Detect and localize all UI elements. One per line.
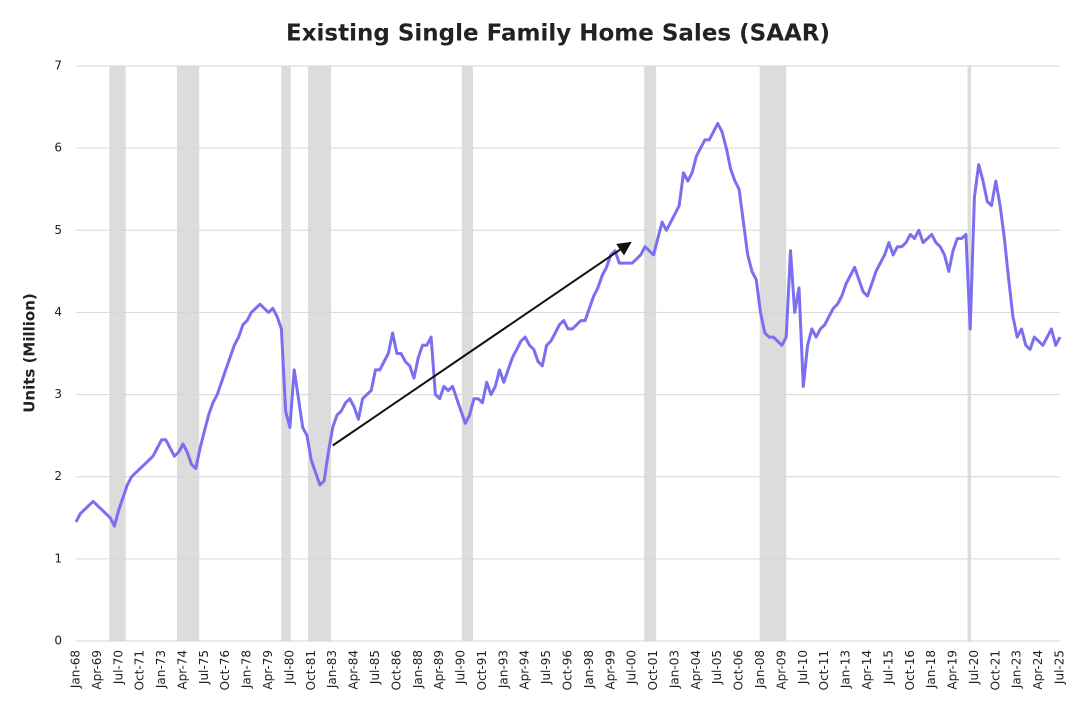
x-tick-label: Oct-96: [561, 650, 575, 690]
x-tick-label: Apr-14: [860, 650, 874, 690]
x-tick-label: Jul-85: [368, 650, 382, 685]
x-tick-label: Jul-20: [967, 650, 981, 685]
y-tick-label: 6: [54, 141, 62, 155]
x-tick-label: Jul-15: [881, 650, 895, 685]
x-tick-label: Apr-09: [774, 650, 788, 690]
x-tick-label: Oct-21: [988, 650, 1002, 690]
x-tick-label: Jan-78: [240, 650, 254, 689]
x-tick-label: Jan-73: [154, 650, 168, 689]
x-tick-label: Oct-01: [646, 650, 660, 690]
recession-band: [281, 66, 291, 641]
x-tick-label: Oct-71: [133, 650, 147, 690]
x-tick-label: Oct-91: [475, 650, 489, 690]
x-tick-label: Jan-98: [582, 650, 596, 689]
x-tick-label: Apr-84: [347, 650, 361, 690]
x-tick-label: Jul-70: [111, 650, 125, 685]
recession-band: [644, 66, 657, 641]
y-tick-label: 2: [54, 469, 62, 483]
recession-band: [967, 66, 972, 641]
x-tick-label: Jul-25: [1053, 650, 1067, 685]
x-tick-label: Oct-81: [304, 650, 318, 690]
x-tick-label: Jul-00: [625, 650, 639, 685]
x-tick-label: Jan-23: [1010, 650, 1024, 689]
x-tick-label: Jan-18: [924, 650, 938, 689]
x-tick-label: Apr-89: [432, 650, 446, 690]
x-tick-label: Jul-10: [796, 650, 810, 685]
x-tick-label: Apr-69: [90, 650, 104, 690]
recession-band: [307, 66, 331, 641]
x-tick-label: Apr-99: [603, 650, 617, 690]
y-tick-label: 3: [54, 387, 62, 401]
x-tick-label: Apr-79: [261, 650, 275, 690]
x-tick-label: Jan-68: [69, 650, 83, 689]
y-tick-label: 0: [54, 634, 62, 648]
y-tick-label: 5: [54, 223, 62, 237]
x-tick-label: Oct-11: [817, 650, 831, 690]
x-tick-label: Jul-95: [539, 650, 553, 685]
x-tick-label: Apr-74: [175, 650, 189, 690]
x-tick-label: Oct-16: [903, 650, 917, 690]
x-tick-label: Apr-94: [518, 650, 532, 690]
line: [74, 122, 1062, 528]
x-tick-label: Apr-04: [689, 650, 703, 690]
x-tick-label: Jan-88: [411, 650, 425, 689]
x-tick-label: Apr-24: [1031, 650, 1045, 690]
x-tick-label: Jul-90: [454, 650, 468, 685]
x-tick-label: Jan-93: [496, 650, 510, 689]
x-tick-label: Jul-75: [197, 650, 211, 685]
x-tick-label: Oct-76: [218, 650, 232, 690]
recession-band: [176, 66, 200, 641]
y-axis-label: Units (Million): [21, 293, 39, 413]
y-tick-label: 7: [54, 59, 62, 73]
chart-title: Existing Single Family Home Sales (SAAR): [286, 21, 830, 47]
recession-band: [109, 66, 126, 641]
x-tick-label: Jul-80: [282, 650, 296, 685]
y-tick-label: 1: [54, 551, 62, 565]
x-tick-label: Oct-06: [732, 650, 746, 690]
y-tick-label: 4: [54, 305, 62, 319]
trend-arrow: [332, 241, 632, 447]
x-tick-label: Oct-86: [389, 650, 403, 690]
x-tick-label: Apr-19: [946, 650, 960, 690]
x-tick-label: Jan-03: [667, 650, 681, 689]
x-tick-label: Jul-05: [710, 650, 724, 685]
recession-band: [759, 66, 787, 641]
x-tick-label: Jan-83: [325, 650, 339, 689]
x-tick-label: Jan-13: [839, 650, 853, 689]
x-tick-label: Jan-08: [753, 650, 767, 689]
